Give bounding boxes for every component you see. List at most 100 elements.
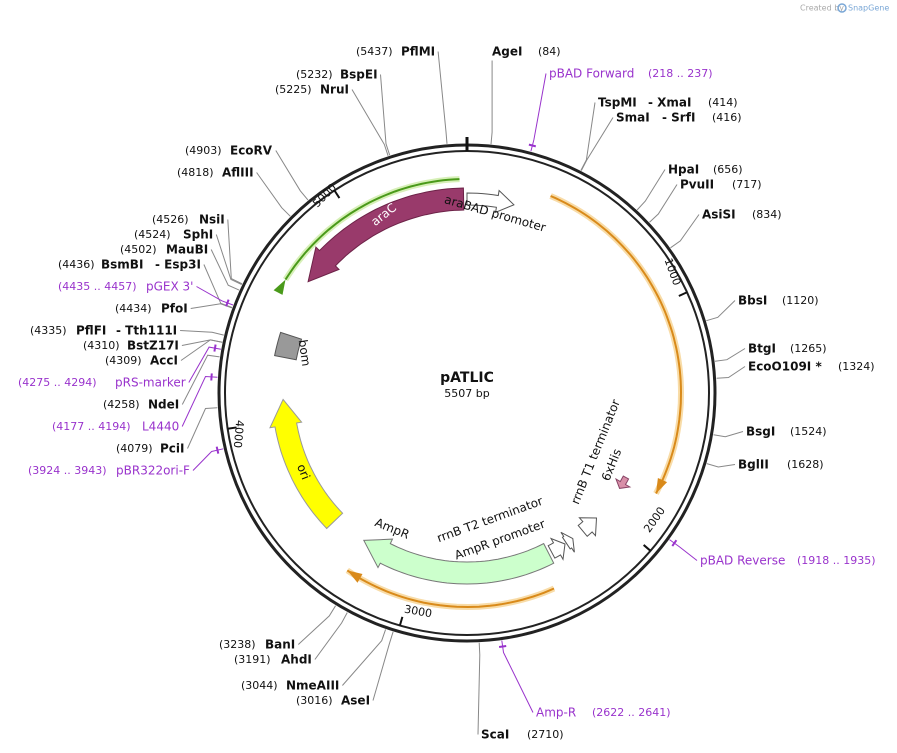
- leader-line: [501, 640, 534, 713]
- primer-name: pRS-marker: [115, 376, 186, 390]
- leader-line: [706, 300, 736, 322]
- ori-arrow: [269, 398, 344, 530]
- leader-line: [437, 51, 448, 144]
- site-name: BanI: [265, 638, 295, 652]
- site-label: (4258) NdeI: [103, 398, 179, 412]
- leader-line: [314, 612, 348, 660]
- site-position: (4258): [103, 398, 140, 411]
- ruler-label: 1000: [662, 256, 684, 287]
- site-position: (4903): [185, 144, 222, 157]
- site-name: AseI: [341, 694, 370, 708]
- primer-range: (218 .. 237): [648, 67, 713, 80]
- site-name: HpaI: [668, 163, 699, 177]
- site-label: (4079) PciI: [116, 442, 185, 456]
- primer-label: L4440 (4177 .. 4194): [52, 420, 179, 434]
- site-label: (656) HpaI: [668, 163, 743, 177]
- site-label: (1628) BglII: [738, 458, 824, 472]
- leader-line: [714, 348, 746, 362]
- leader-line: [477, 642, 481, 735]
- orange-arc: [346, 569, 555, 609]
- site-position: (4436): [58, 258, 95, 271]
- site-label: (416) SmaI - SrfI: [616, 111, 742, 125]
- leader-line: [180, 330, 224, 336]
- site-position: (3016): [296, 694, 333, 707]
- primer-name: pGEX 3': [146, 280, 193, 294]
- site-name: NmeAIII: [286, 679, 339, 693]
- site-name: PciI: [160, 442, 185, 456]
- ruler-tick: [398, 616, 404, 626]
- site-position: (4079): [116, 442, 153, 455]
- site-name: PflMI: [401, 45, 435, 59]
- primer-name: Amp-R: [536, 706, 576, 720]
- site-name: BstZ17I: [127, 339, 179, 353]
- site-name: - Tth111I: [116, 324, 177, 338]
- primer-label: Amp-R (2622 .. 2641): [536, 706, 671, 720]
- leader-line: [256, 172, 291, 217]
- leader-line: [196, 286, 234, 306]
- site-position: (4434): [115, 302, 152, 315]
- site-label: (1265) BtgI: [748, 342, 827, 356]
- primer-range: (1918 .. 1935): [797, 554, 876, 567]
- site-name: NsiI: [199, 213, 225, 227]
- site-position: (4818): [177, 166, 214, 179]
- primer-mark: [213, 344, 217, 352]
- site-label: (4436) BsmBI - Esp3I: [58, 258, 201, 272]
- site-label: (1324) EcoO109I *: [748, 360, 875, 374]
- site-label: (3044) NmeAIII: [241, 679, 339, 693]
- site-name: TspMI: [598, 96, 637, 110]
- site-name: BbsI: [738, 294, 767, 308]
- site-position: (4309): [105, 354, 142, 367]
- site-label: (5225) NruI: [275, 83, 349, 97]
- site-label: (4903) EcoRV: [185, 144, 273, 158]
- feature-label: bom: [296, 339, 314, 367]
- site-name: AsiSI: [702, 208, 736, 222]
- site-label: (4524) SphI: [134, 228, 213, 242]
- site-label: (84) AgeI: [492, 45, 561, 59]
- his-tag: [615, 475, 632, 489]
- arac-arrow: [307, 187, 465, 283]
- leader-line: [580, 102, 596, 171]
- ruler-tick: [333, 189, 341, 199]
- ruler-tick: [227, 426, 237, 430]
- site-name: ScaI: [481, 728, 509, 742]
- site-label: (4502) MauBI: [120, 243, 208, 257]
- site-name: AhdI: [281, 653, 312, 667]
- site-position: (3238): [219, 638, 256, 651]
- ruler-tick: [642, 544, 652, 552]
- arabad-arrow: [466, 189, 515, 214]
- site-position: (1324): [838, 360, 875, 373]
- site-name: - XmaI: [648, 96, 691, 110]
- site-position: (1628): [787, 458, 824, 471]
- site-position: (5225): [275, 83, 312, 96]
- site-name: NdeI: [148, 398, 179, 412]
- site-name: BglII: [738, 458, 769, 472]
- bom-box: [274, 331, 303, 361]
- ampr-promoter-arrow: [547, 537, 566, 561]
- primer-label: pGEX 3' (4435 .. 4457): [58, 280, 193, 294]
- rrnb-t2-arrow: [560, 531, 575, 553]
- site-label: (4335) PflFI - Tth111I: [30, 324, 177, 338]
- leader-line: [203, 264, 233, 308]
- primer-name: L4440: [142, 420, 179, 434]
- feature-label: ori: [294, 462, 313, 482]
- primer-mark: [210, 373, 213, 381]
- green-arc-head: [273, 279, 286, 295]
- site-name: AgeI: [492, 45, 522, 59]
- site-position: (4310): [83, 339, 120, 352]
- leader-line: [580, 117, 614, 171]
- leader-line: [530, 73, 547, 152]
- leader-line: [215, 234, 242, 286]
- site-position: (4526): [152, 213, 189, 226]
- green-arc: [284, 178, 460, 281]
- site-position: (5232): [296, 68, 333, 81]
- site-label: (5232) BspEI: [296, 68, 378, 82]
- site-name: BsgI: [746, 425, 775, 439]
- ruler-tick: [678, 291, 688, 297]
- site-name: MauBI: [166, 243, 208, 257]
- watermark-prefix: Created by: [800, 4, 844, 13]
- site-name: SphI: [183, 228, 213, 242]
- site-position: (834): [752, 208, 782, 221]
- leader-line: [192, 448, 224, 471]
- primer-label: pBAD Reverse (1918 .. 1935): [700, 554, 876, 568]
- site-name: PvuII: [680, 178, 714, 192]
